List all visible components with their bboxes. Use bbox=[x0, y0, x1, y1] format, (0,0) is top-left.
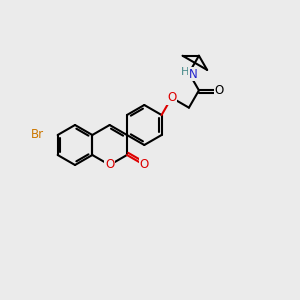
Text: Br: Br bbox=[31, 128, 44, 142]
Text: N: N bbox=[188, 68, 197, 80]
Text: H: H bbox=[181, 67, 189, 77]
Text: O: O bbox=[140, 158, 149, 172]
Text: O: O bbox=[167, 91, 176, 104]
Text: O: O bbox=[105, 158, 114, 172]
Text: O: O bbox=[214, 84, 224, 97]
